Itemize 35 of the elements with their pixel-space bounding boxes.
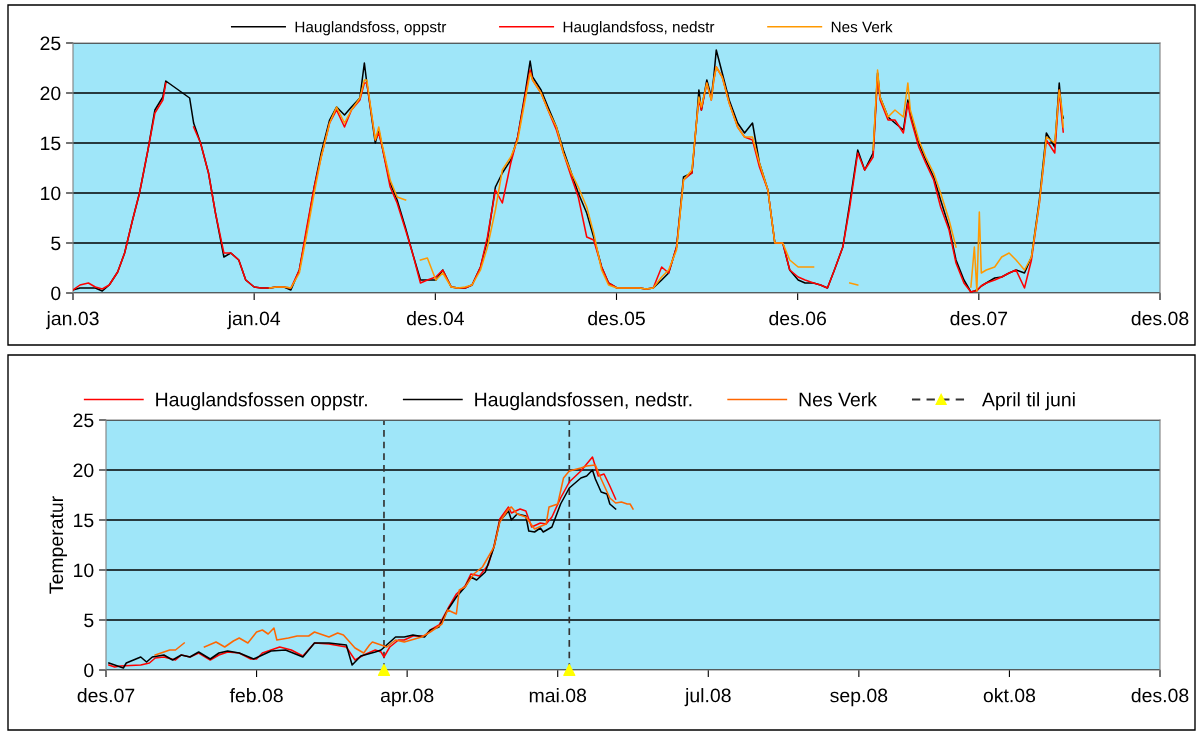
x-tick-label: mai.08	[529, 688, 587, 703]
x-tick-label: jan.03	[46, 311, 99, 330]
x-tick-label: sep.08	[830, 688, 888, 707]
legend-label: Hauglandsfoss, oppstr	[295, 21, 447, 36]
legend-label: Hauglandsfossen, nedstr.	[475, 392, 692, 411]
x-tick-label: des.05	[588, 311, 645, 326]
legend-label: April til juni	[982, 392, 1075, 411]
x-tick-label: des.08	[1131, 311, 1189, 326]
legend-label: Hauglandsfossen oppstr.	[156, 392, 367, 411]
y-tick-label: 20	[40, 86, 61, 101]
x-tick-label: feb.08	[229, 688, 283, 703]
y-tick-label: 15	[74, 513, 94, 528]
x-tick-label: jul.08	[684, 688, 731, 707]
y-tick-label: 25	[73, 413, 94, 428]
y-tick-label: 0	[51, 286, 61, 301]
y-tick-label: 15	[41, 136, 61, 151]
y-tick-label: 25	[40, 36, 61, 51]
x-tick-label: okt.08	[983, 688, 1036, 703]
x-tick-label: des.04	[406, 311, 464, 326]
legend-label: Nes Verk	[831, 21, 893, 33]
legend-label: Hauglandsfoss, nedstr	[563, 21, 715, 36]
x-tick-label: apr.08	[380, 688, 434, 707]
legend-label: Nes Verk	[799, 392, 877, 407]
x-tick-label: des.07	[77, 688, 135, 703]
y-tick-label: 20	[73, 463, 94, 478]
y-axis-title: Temperatur	[49, 496, 68, 594]
y-tick-label: 10	[41, 186, 61, 201]
x-tick-label: des.06	[769, 311, 826, 326]
y-tick-label: 5	[51, 236, 61, 251]
y-tick-label: 5	[84, 613, 94, 628]
x-tick-label: jan.04	[227, 311, 281, 330]
x-tick-label: des.08	[1131, 688, 1189, 703]
x-tick-label: des.07	[950, 311, 1008, 326]
y-tick-label: 0	[84, 663, 94, 678]
y-tick-label: 10	[74, 563, 94, 578]
